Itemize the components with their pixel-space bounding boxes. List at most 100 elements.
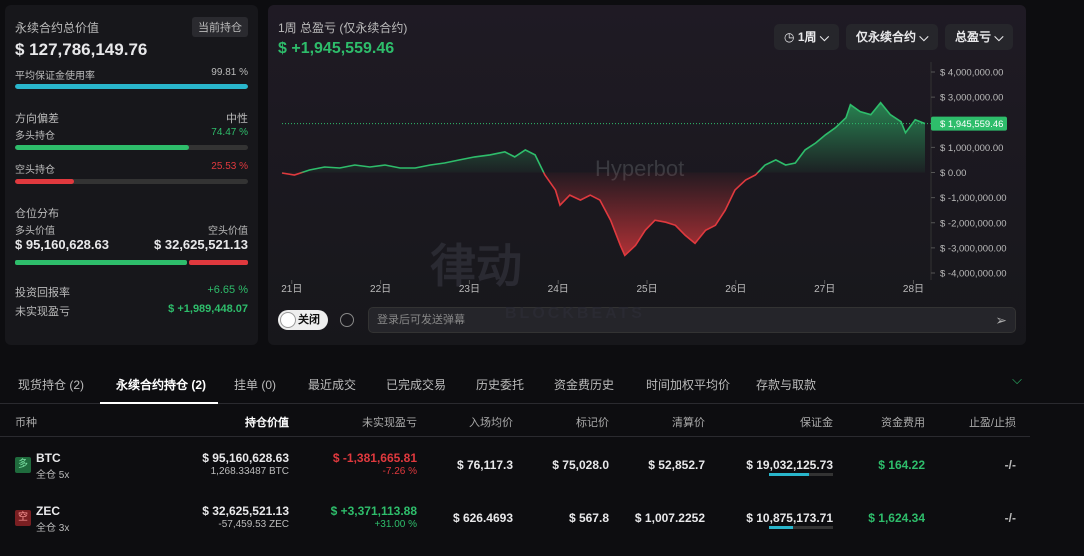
position-value: $ 32,625,521.13 xyxy=(202,504,289,518)
toggle-knob xyxy=(280,312,296,328)
x-tick-label: 26日 xyxy=(725,284,746,295)
value: 25.53 % xyxy=(211,161,248,172)
side-badge: 空 xyxy=(15,510,31,526)
value: 74.47 % xyxy=(211,127,248,138)
pnl-pct: -7.26 % xyxy=(382,466,417,477)
toggle-label: 关闭 xyxy=(298,314,320,326)
label: 未实现盈亏 xyxy=(15,306,70,318)
x-tick-label: 25日 xyxy=(636,284,657,295)
progress-fill xyxy=(15,145,189,150)
progress-track xyxy=(15,145,248,150)
tab[interactable]: 挂单 (0) xyxy=(234,378,277,392)
chart-title: 1周 总盈亏 (仅永续合约) xyxy=(278,21,408,35)
long-segment xyxy=(15,260,188,265)
entry: $ 76,117.3 xyxy=(456,458,513,472)
y-tick-label: $ -2,000,000.00 xyxy=(940,218,1007,229)
liq: $ 52,852.7 xyxy=(648,458,705,472)
tab[interactable]: 已完成交易 xyxy=(386,378,447,392)
progress-track xyxy=(15,84,248,89)
x-tick-label: 24日 xyxy=(548,284,569,295)
column-header[interactable]: 入场均价 xyxy=(469,417,513,429)
tab[interactable]: 最近成交 xyxy=(308,378,357,392)
send-icon[interactable]: ➢ xyxy=(995,312,1007,328)
label: 空头持仓 xyxy=(15,165,55,176)
margin-bar-fill xyxy=(769,526,793,529)
liq: $ 1,007.2252 xyxy=(634,511,705,525)
column-header[interactable]: 清算价 xyxy=(672,417,705,429)
position-value: $ 95,160,628.63 xyxy=(202,451,289,465)
y-tick-label: $ -1,000,000.00 xyxy=(940,193,1007,204)
short-segment xyxy=(189,260,248,265)
button-label: 总盈亏 xyxy=(955,30,992,44)
coin: BTC xyxy=(36,451,61,465)
mark: $ 75,028.0 xyxy=(552,458,609,472)
label: 方向偏差 xyxy=(15,113,59,125)
margin: $ 19,032,125.73 xyxy=(746,458,833,472)
x-tick-label: 22日 xyxy=(370,284,391,295)
collapse-icon[interactable]: ⌵ xyxy=(1012,372,1022,387)
placeholder: 登录后可发送弹幕 xyxy=(377,314,465,326)
toggle[interactable]: 关闭 xyxy=(278,310,328,330)
tpsl[interactable]: -/- xyxy=(1004,511,1016,525)
summary-title: 永续合约总价值 xyxy=(15,21,100,35)
divider xyxy=(0,436,1030,437)
current-tag xyxy=(931,116,1007,131)
side-badge: 多 xyxy=(15,457,31,473)
funding: $ 164.22 xyxy=(878,458,925,472)
tab-underline xyxy=(100,402,218,404)
button-label: 1周 xyxy=(797,30,817,44)
settings-icon[interactable] xyxy=(340,313,354,327)
badge[interactable]: 当前持仓 xyxy=(192,17,248,37)
tab[interactable]: 现货持仓 (2) xyxy=(18,378,85,392)
pnl-pct: +31.00 % xyxy=(374,519,417,530)
y-tick-label: $ 1,000,000.00 xyxy=(940,143,1003,154)
x-tick-label: 21日 xyxy=(281,284,302,295)
column-header[interactable]: 持仓价值 xyxy=(245,417,289,429)
long-value: $ 95,160,628.63 xyxy=(15,237,109,252)
x-tick-label: 23日 xyxy=(459,284,480,295)
column-header[interactable]: 止盈/止损 xyxy=(968,417,1016,429)
progress-fill xyxy=(15,84,248,89)
coin: ZEC xyxy=(36,504,60,518)
progress-fill xyxy=(15,179,75,184)
mark: $ 567.8 xyxy=(568,511,609,525)
tab[interactable]: 时间加权平均价 xyxy=(646,378,731,392)
current-label: $ 1,945,559.46 xyxy=(940,119,1003,130)
value: $ +1,989,448.07 xyxy=(168,303,248,315)
pnl: $ +3,371,113.88 xyxy=(330,504,417,518)
chat-input[interactable]: 登录后可发送弹幕 ➢ xyxy=(368,307,1016,333)
label: 投资回报率 xyxy=(15,287,70,299)
label: 仓位分布 xyxy=(15,208,59,220)
scope-button[interactable]: 仅永续合约 ⌵ xyxy=(846,24,939,50)
label: 空头价值 xyxy=(208,226,248,237)
period-button[interactable]: ◷ 1周 ⌵ xyxy=(774,24,839,50)
tab[interactable]: 历史委托 xyxy=(476,378,525,392)
margin: $ 10,875,173.71 xyxy=(746,511,833,525)
total-value: $ 127,786,149.76 xyxy=(15,40,148,59)
chart: Hyperbot 律动 BLOCKBEATS $ 4,000,000.00$ 3… xyxy=(281,62,1007,322)
column-header[interactable]: 保证金 xyxy=(800,417,833,429)
value: 99.81 % xyxy=(211,67,248,78)
button-label: 仅永续合约 xyxy=(856,30,917,44)
label: 平均保证金使用率 xyxy=(15,71,95,82)
column-header[interactable]: 币种 xyxy=(15,417,37,429)
tpsl[interactable]: -/- xyxy=(1004,458,1016,472)
margin-bar-fill xyxy=(769,473,809,476)
watermark: 律动 xyxy=(430,240,522,292)
chart-subtitle: $ +1,945,559.46 xyxy=(278,40,395,57)
x-tick-label: 28日 xyxy=(903,284,924,295)
column-header[interactable]: 资金费用 xyxy=(881,417,925,429)
column-header[interactable]: 未实现盈亏 xyxy=(362,417,417,429)
tab[interactable]: 存款与取款 xyxy=(756,378,817,392)
tab[interactable]: 资金费历史 xyxy=(554,378,615,392)
metric-button[interactable]: 总盈亏 ⌵ xyxy=(945,24,1014,50)
watermark: BLOCKBEATS xyxy=(505,305,645,322)
split-bar xyxy=(15,260,248,265)
label: 多头持仓 xyxy=(15,131,55,142)
entry: $ 626.4693 xyxy=(452,511,513,525)
label: 多头价值 xyxy=(15,226,55,237)
column-header[interactable]: 标记价 xyxy=(576,417,609,429)
tab[interactable]: 永续合约持仓 (2) xyxy=(116,378,207,392)
tab-bar: 现货持仓 (2) 永续合约持仓 (2) 挂单 (0) 最近成交 已完成交易 历史委托 资金费… xyxy=(0,364,1084,404)
